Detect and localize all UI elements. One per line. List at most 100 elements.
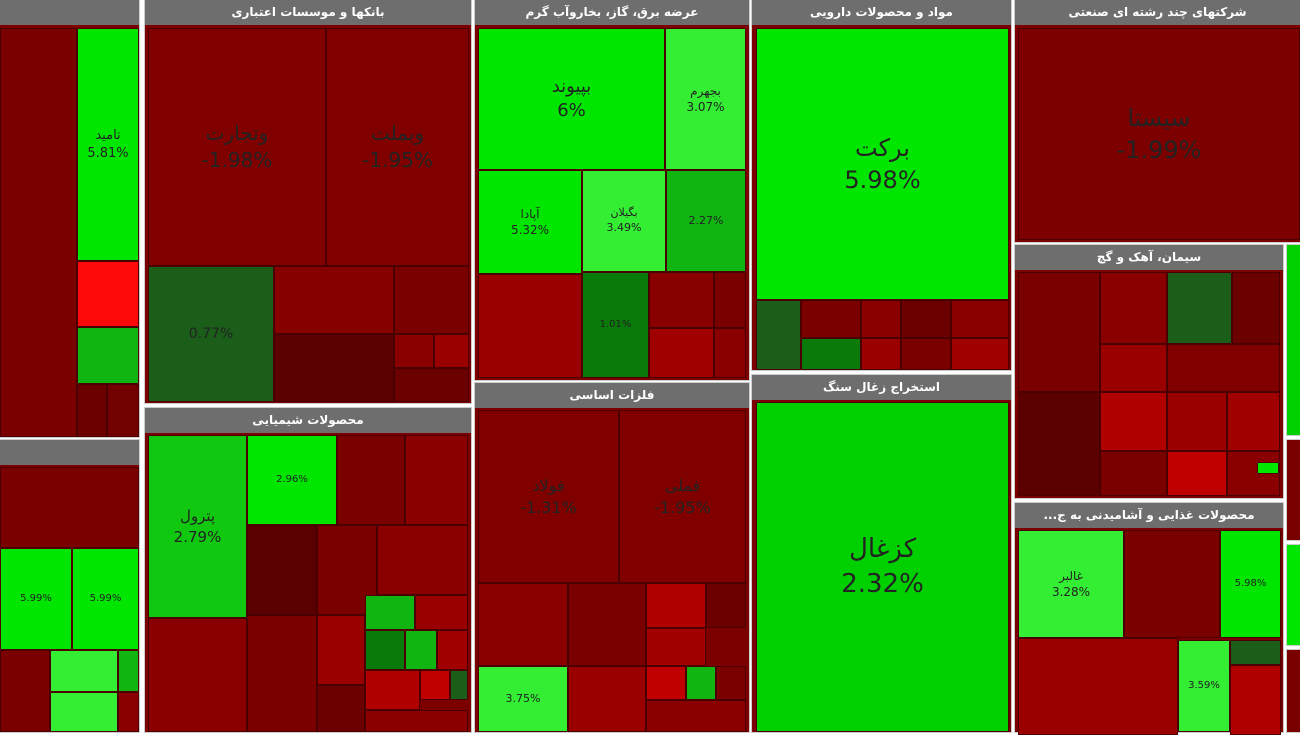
sector-title: عرضه برق، گاز، بخاروآب گرم xyxy=(475,0,749,25)
tile-change: -1.95% xyxy=(654,497,711,517)
tile-change: -1.31% xyxy=(520,497,577,517)
tile-change: 2.32% xyxy=(841,569,924,599)
tile-name: تامید xyxy=(95,127,121,143)
tile-change: 3.07% xyxy=(686,100,725,114)
tile xyxy=(274,266,394,334)
tile xyxy=(478,583,568,666)
tile xyxy=(394,266,469,334)
tile: 2.27% xyxy=(666,170,746,272)
tile-name: بجهرم xyxy=(690,83,721,98)
tile xyxy=(714,328,746,378)
tile-change: 2.96% xyxy=(276,474,308,486)
tile xyxy=(646,700,746,732)
tile-name: پترول xyxy=(179,507,216,526)
tile xyxy=(801,338,861,370)
tile: پترول 2.79% xyxy=(148,435,247,618)
sector: عرضه برق، گاز، بخاروآب گرم بپیوند 6% بجهرم 3… xyxy=(474,0,750,381)
tile xyxy=(107,384,139,437)
tile xyxy=(706,583,746,628)
tile xyxy=(1167,272,1232,344)
tile xyxy=(1230,665,1281,735)
tile: 3.75% xyxy=(478,666,568,732)
tile-name: برکت xyxy=(855,133,910,162)
tile: تامید 5.81% xyxy=(77,28,139,261)
tile: بجهرم 3.07% xyxy=(665,28,746,170)
tile xyxy=(118,692,139,732)
tile xyxy=(646,583,706,628)
tile: کزغال 2.32% xyxy=(756,402,1009,732)
tile xyxy=(247,525,317,615)
tile xyxy=(0,467,139,548)
tile xyxy=(714,272,746,328)
tile-change: -1.95% xyxy=(362,148,433,172)
tile xyxy=(118,650,139,692)
tile: بگیلان 3.49% xyxy=(582,170,666,272)
tile xyxy=(365,710,468,732)
tile xyxy=(50,692,118,732)
tile xyxy=(686,666,716,700)
tile xyxy=(247,615,317,732)
tile xyxy=(1018,638,1178,735)
tile: فولاد -1.31% xyxy=(478,410,619,583)
sector-title: مواد و محصولات دارویی xyxy=(752,0,1011,25)
tile-name: سیستا xyxy=(1127,103,1191,132)
tile: بپیوند 6% xyxy=(478,28,665,170)
tile-change: 6% xyxy=(557,100,586,121)
tile xyxy=(77,261,139,327)
tile xyxy=(861,300,901,338)
tile xyxy=(1100,344,1167,392)
tile xyxy=(756,300,801,370)
tile: برکت 5.98% xyxy=(756,28,1009,300)
tile: 5.99% xyxy=(0,548,72,650)
tile xyxy=(0,28,77,437)
tile: 1.01% xyxy=(582,272,649,378)
tile: آپادا 5.32% xyxy=(478,170,582,274)
tile xyxy=(901,300,951,338)
sector-title: بانکها و موسسات اعتباری xyxy=(145,0,471,25)
tile-name: فملی xyxy=(664,475,701,495)
sector-title: سیمان، آهک و گچ xyxy=(1015,245,1283,270)
tile xyxy=(365,595,415,630)
tile: 3.59% xyxy=(1178,640,1230,732)
tile xyxy=(1018,392,1100,496)
sector: تامید 5.81% xyxy=(0,0,140,438)
tile xyxy=(317,615,365,685)
sector: استخراج زغال سنگ کزغال 2.32% xyxy=(751,374,1012,733)
tile xyxy=(77,384,107,437)
tile xyxy=(365,670,420,710)
sector: مواد و محصولات دارویی برکت 5.98% xyxy=(751,0,1012,371)
tile xyxy=(365,630,405,670)
tile xyxy=(901,338,951,370)
tile: سیستا -1.99% xyxy=(1018,28,1300,240)
sector-title xyxy=(0,0,139,25)
tile-change: 3.59% xyxy=(1188,680,1220,692)
tile xyxy=(568,583,646,666)
tile xyxy=(437,630,468,670)
tile-change: 0.77% xyxy=(188,325,234,342)
tile-change: 3.75% xyxy=(505,691,541,705)
sector: شرکتهای چند رشته ای صنعتی سیستا -1.99% xyxy=(1014,0,1300,243)
tile xyxy=(1232,272,1280,344)
tile xyxy=(1257,462,1279,474)
tile xyxy=(861,338,901,370)
sector-title: فلزات اساسی xyxy=(475,383,749,408)
tile-change: 2.27% xyxy=(688,213,724,227)
tile xyxy=(1100,451,1167,496)
sector: محصولات غذایی و آشامیدنی به ج... غالبر 3.2… xyxy=(1014,502,1284,735)
tile xyxy=(394,368,469,402)
tile xyxy=(317,685,365,732)
tile xyxy=(1100,392,1167,451)
tile-name: کزغال xyxy=(848,533,917,564)
tile-change: 3.49% xyxy=(606,221,642,234)
sector-title xyxy=(0,440,139,465)
tile xyxy=(951,338,1009,370)
tile xyxy=(716,666,746,700)
sector: فلزات اساسی فولاد -1.31% فملی -1.95% 3.75% xyxy=(474,382,750,733)
tile xyxy=(377,525,468,595)
tile xyxy=(274,334,394,402)
sector-title: محصولات شیمیایی xyxy=(145,408,471,433)
tile: وبملت -1.95% xyxy=(326,28,469,266)
tile xyxy=(568,666,646,732)
tile xyxy=(337,435,405,525)
